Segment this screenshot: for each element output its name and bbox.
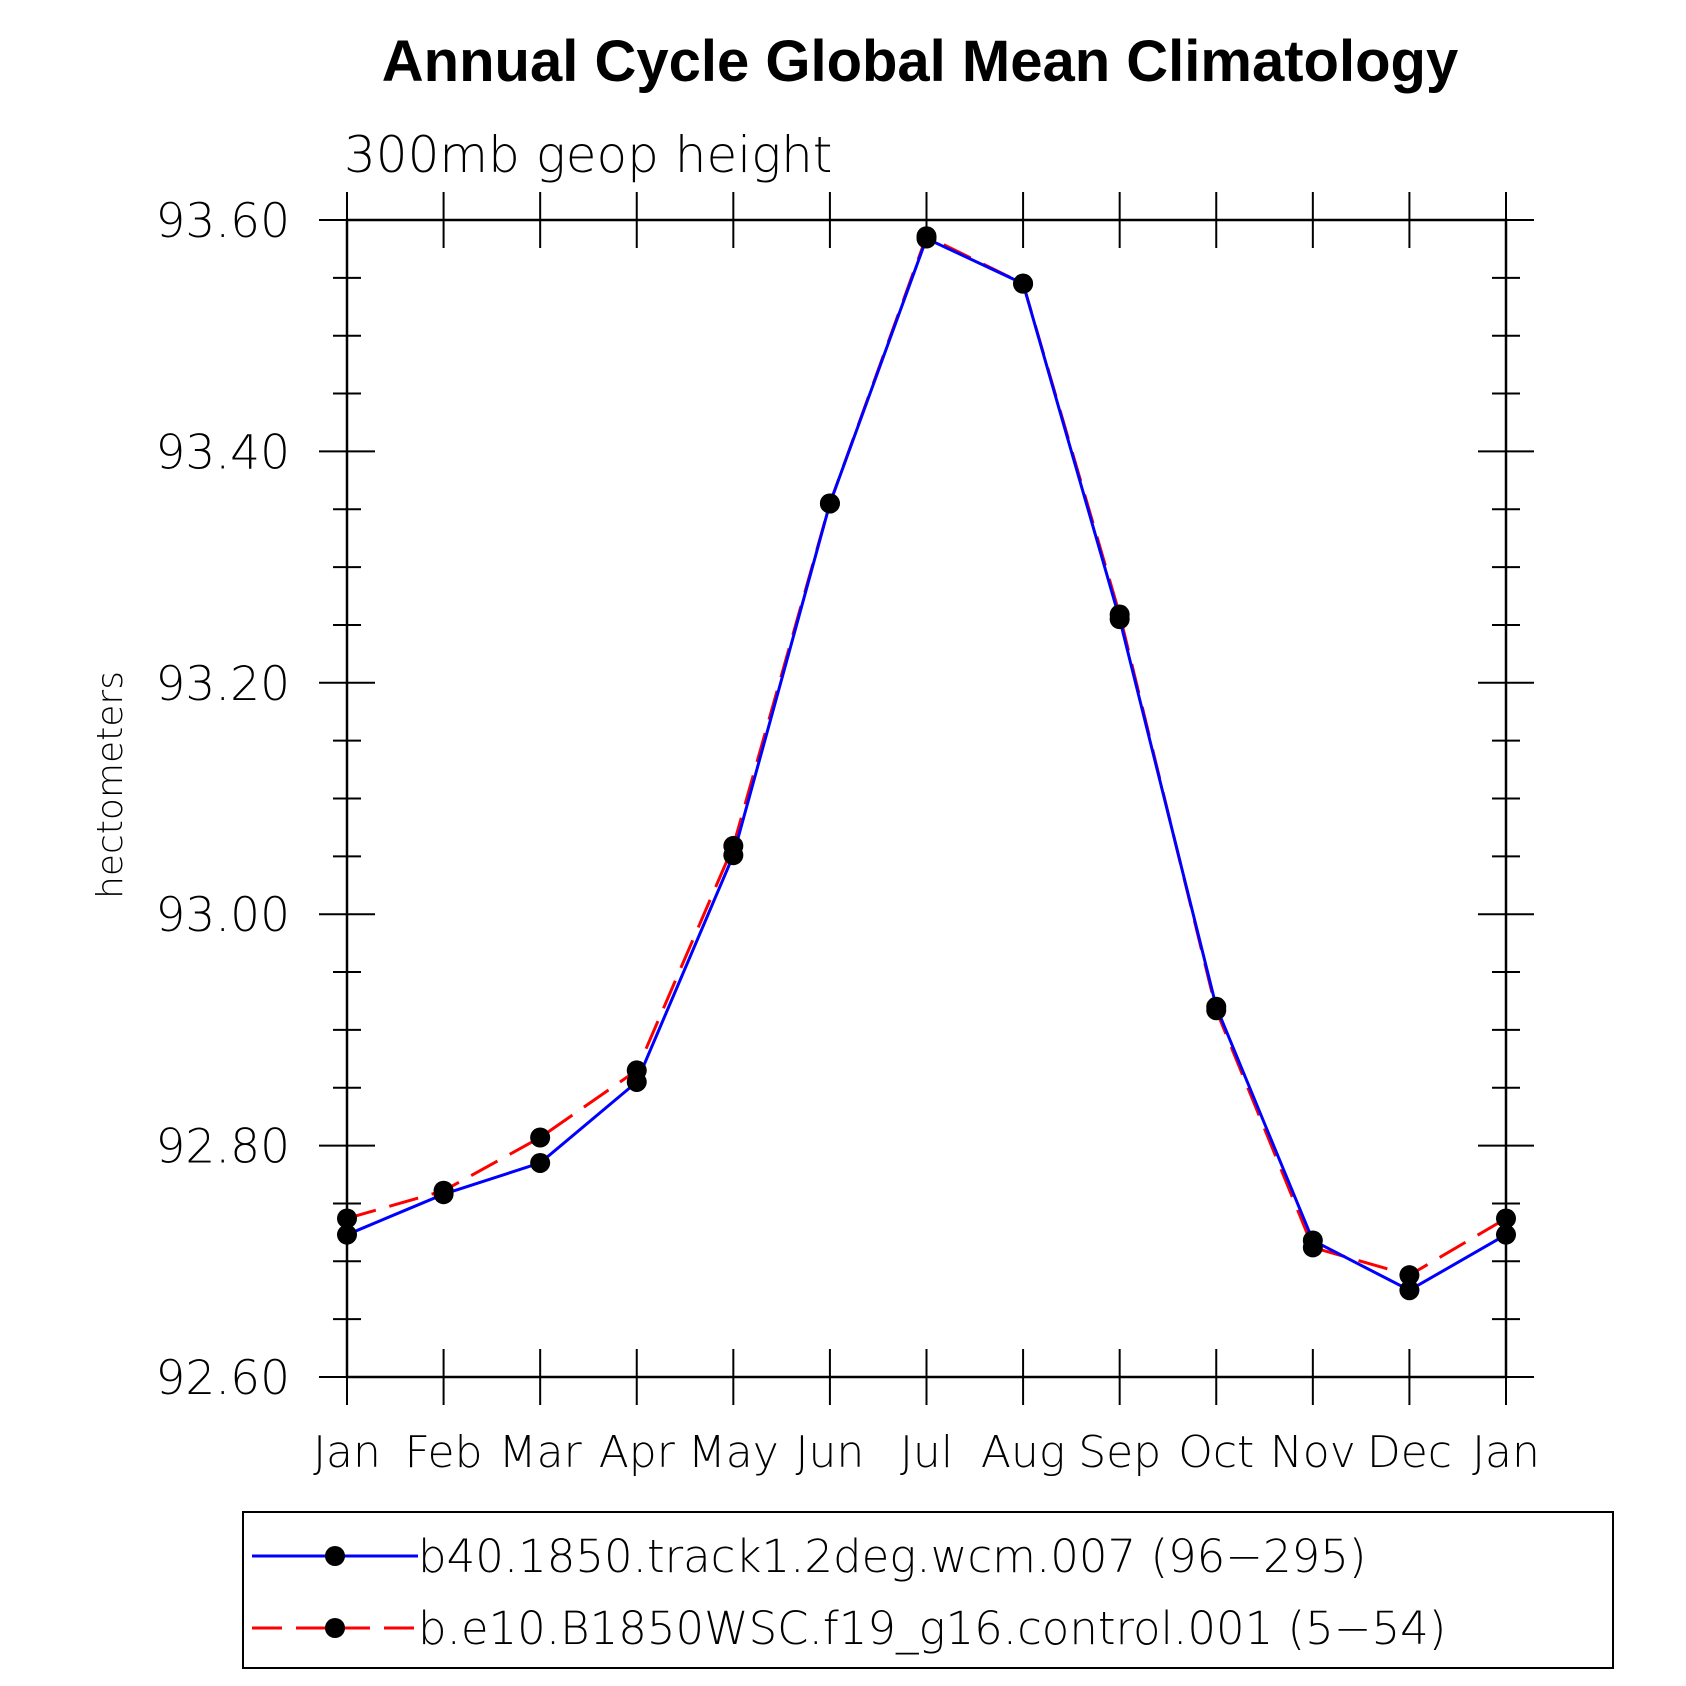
- series-2-marker: [626, 1060, 647, 1081]
- legend-marker-2: [325, 1618, 345, 1638]
- series-2-marker: [723, 835, 744, 856]
- series-2-marker: [337, 1208, 357, 1229]
- series-2-marker: [1109, 604, 1130, 625]
- x-tick-label: Jun: [796, 1427, 865, 1478]
- chart-title: Annual Cycle Global Mean Climatology: [382, 29, 1458, 94]
- legend-marker-1: [325, 1546, 345, 1566]
- x-tick-label: Mar: [499, 1427, 583, 1478]
- x-axis-ticks: Jan Feb Mar Apr May Jun Jul Aug Sep Oct Nov Dec Jan: [313, 192, 1540, 1478]
- series-2-marker: [1013, 273, 1034, 294]
- y-tick-label: 93.40: [155, 425, 290, 480]
- x-tick-label: Jul: [900, 1427, 953, 1478]
- x-tick-label: Feb: [405, 1427, 483, 1478]
- chart-subtitle: 300mb geop height: [344, 126, 832, 184]
- series-line-2: [346, 234, 1507, 1277]
- y-tick-label: 93.60: [155, 194, 290, 249]
- x-tick-label: Jan: [1472, 1427, 1540, 1478]
- series-2-marker: [819, 493, 840, 514]
- plot-frame: [345, 218, 1508, 1379]
- y-tick-label: 92.60: [155, 1351, 290, 1406]
- legend-label-1: b40.1850.track1.2deg.wcm.007 (96−295): [418, 1530, 1366, 1583]
- series-2-marker: [433, 1180, 454, 1201]
- x-tick-label: Apr: [599, 1427, 676, 1478]
- series-2-marker: [530, 1127, 551, 1148]
- y-axis-ticks: 92.60 92.80 93.00 93.20 93.40 93.60: [155, 194, 1534, 1406]
- series-2-marker: [1206, 1000, 1227, 1021]
- series-2-marker: [916, 226, 937, 247]
- series-2-marker: [1496, 1208, 1516, 1229]
- series-1-marker: [1399, 1280, 1420, 1301]
- series-1-marker: [1496, 1224, 1516, 1245]
- x-tick-label: Nov: [1270, 1427, 1356, 1478]
- x-tick-label: Oct: [1178, 1427, 1254, 1478]
- series-layer: [337, 226, 1516, 1301]
- series-2-marker: [1302, 1237, 1323, 1258]
- series-line-1: [346, 236, 1507, 1292]
- y-tick-label: 92.80: [155, 1120, 290, 1175]
- y-axis-label: hectometers: [90, 671, 131, 899]
- x-tick-label: Aug: [981, 1427, 1065, 1478]
- x-tick-label: Sep: [1078, 1427, 1161, 1478]
- series-1-marker: [337, 1224, 357, 1245]
- y-tick-label: 93.00: [155, 888, 290, 943]
- series-1-marker: [530, 1152, 551, 1173]
- x-tick-label: Jan: [313, 1427, 381, 1478]
- legend-box: [242, 1511, 1614, 1669]
- legend-label-2: b.e10.B1850WSC.f19_g16.control.001 (5−54…: [418, 1602, 1446, 1655]
- plot-border: [345, 218, 1508, 1379]
- x-tick-label: May: [688, 1427, 779, 1478]
- x-tick-label: Dec: [1367, 1427, 1452, 1478]
- series-2-marker: [1399, 1265, 1420, 1286]
- y-tick-label: 93.20: [155, 657, 290, 712]
- legend: b40.1850.track1.2deg.wcm.007 (96−295) b.e…: [242, 1511, 1614, 1669]
